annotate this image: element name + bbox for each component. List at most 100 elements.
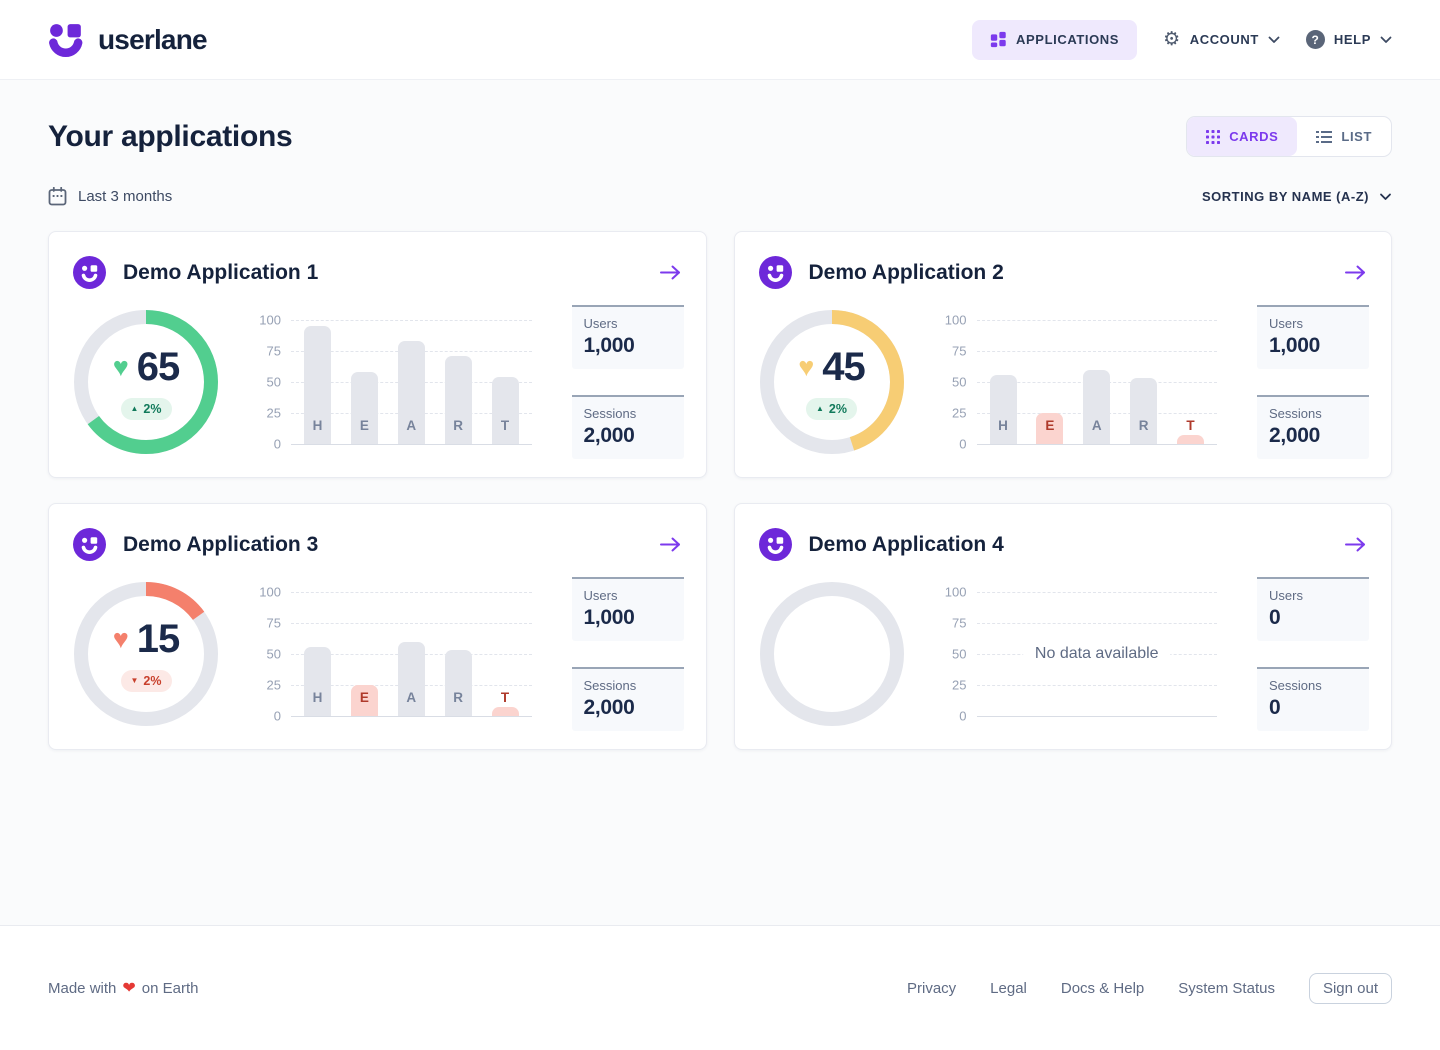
- heart-bar-chart: 100 75 50 25 0 No data available: [945, 585, 1217, 724]
- bar-h: H: [989, 320, 1017, 444]
- trend-badge: ▲ 2%: [806, 397, 857, 420]
- sessions-stat: Sessions 2,000: [571, 395, 684, 459]
- heart-emoji-icon: ❤: [122, 980, 136, 997]
- application-title[interactable]: Demo Application 1: [123, 260, 319, 284]
- y-axis-tick: 75: [266, 615, 281, 631]
- docs-help-link[interactable]: Docs & Help: [1060, 979, 1145, 997]
- users-stat: Users 1,000: [571, 577, 684, 641]
- application-avatar-icon: [73, 256, 106, 289]
- trend-arrow-icon: ▲: [816, 403, 824, 413]
- sessions-stat-label: Sessions: [1269, 406, 1322, 421]
- arrow-right-icon: [659, 265, 680, 280]
- legal-link[interactable]: Legal: [990, 979, 1027, 997]
- application-title[interactable]: Demo Application 3: [123, 532, 319, 556]
- bar-t: T: [491, 592, 519, 716]
- sessions-stat: Sessions 2,000: [571, 667, 684, 731]
- bar-a: A: [397, 320, 425, 444]
- y-axis-tick: 100: [259, 312, 281, 328]
- donut-score-arc: [74, 582, 218, 726]
- y-axis-tick: 25: [952, 405, 967, 421]
- date-range-filter[interactable]: Last 3 months: [48, 187, 172, 206]
- application-avatar-icon: [758, 256, 792, 289]
- application-title[interactable]: Demo Application 2: [808, 260, 1004, 284]
- open-application-arrow-button[interactable]: [657, 262, 684, 283]
- list-view-toggle[interactable]: LIST: [1297, 117, 1391, 156]
- users-stat-label: Users: [583, 316, 618, 331]
- bar-t: T: [491, 320, 519, 444]
- system-status-link[interactable]: System Status: [1178, 979, 1275, 997]
- bar-category-label: T: [1186, 418, 1195, 433]
- bar-category-label: H: [312, 690, 323, 705]
- chart-y-axis: 100 75 50 25 0: [945, 313, 977, 452]
- bar-category-label: A: [1091, 418, 1102, 433]
- y-axis-tick: 0: [273, 708, 281, 724]
- cards-view-toggle[interactable]: CARDS: [1187, 117, 1298, 156]
- chevron-down-icon: [1380, 193, 1391, 200]
- userlane-logo[interactable]: userlane: [48, 22, 208, 58]
- list-toggle-label: LIST: [1341, 129, 1372, 144]
- sign-out-button[interactable]: Sign out: [1308, 972, 1392, 1004]
- open-application-arrow-button[interactable]: [1342, 534, 1369, 555]
- trend-arrow-icon: ▼: [130, 675, 139, 685]
- heart-score-value: 65: [136, 344, 180, 389]
- trend-value: 2%: [143, 673, 162, 688]
- gridline: [976, 685, 1217, 686]
- nav-applications-button[interactable]: APPLICATIONS: [972, 19, 1138, 60]
- privacy-link[interactable]: Privacy: [906, 979, 957, 997]
- bar-category-label: H: [998, 418, 1008, 433]
- sessions-stat-value: 0: [1269, 696, 1281, 719]
- bar-h: H: [304, 592, 331, 716]
- arrow-right-icon: [1345, 265, 1365, 280]
- heart-icon: ♥: [112, 623, 129, 654]
- nav-help-button[interactable]: ? HELP: [1305, 30, 1392, 49]
- bar-r: R: [444, 320, 472, 444]
- heart-score-value: 45: [822, 344, 865, 389]
- application-title[interactable]: Demo Application 4: [808, 532, 1004, 556]
- cards-grid-icon: [1206, 129, 1221, 144]
- nav-account-button[interactable]: ⚙ ACCOUNT: [1163, 30, 1280, 49]
- sessions-stat: Sessions 2,000: [1257, 395, 1369, 459]
- calendar-icon: [48, 187, 67, 206]
- y-axis-tick: 25: [952, 677, 967, 693]
- y-axis-tick: 25: [266, 677, 281, 693]
- y-axis-tick: 75: [266, 343, 281, 359]
- sorting-dropdown[interactable]: SORTING BY NAME (A-Z): [1202, 189, 1392, 204]
- y-axis-tick: 25: [266, 405, 281, 421]
- application-avatar-icon: [758, 528, 792, 561]
- y-axis-tick: 50: [266, 374, 281, 390]
- sessions-stat-label: Sessions: [583, 406, 637, 421]
- y-axis-tick: 75: [952, 615, 967, 631]
- list-icon: [1316, 130, 1333, 143]
- date-range-label: Last 3 months: [78, 188, 173, 205]
- open-application-arrow-button[interactable]: [657, 534, 684, 555]
- gridline: [291, 592, 532, 593]
- y-axis-tick: 100: [944, 584, 967, 600]
- main-nav: APPLICATIONS ⚙ ACCOUNT ? HELP: [972, 19, 1392, 60]
- x-axis-baseline: [976, 444, 1217, 445]
- bar-category-label: T: [500, 690, 510, 705]
- bar-category-label: H: [312, 418, 323, 433]
- sessions-stat-label: Sessions: [1269, 678, 1322, 693]
- trend-arrow-icon: ▲: [130, 403, 139, 413]
- open-application-arrow-button[interactable]: [1342, 262, 1369, 283]
- heart-score-donut: ♥ 45 ▲ 2%: [759, 309, 905, 455]
- heart-score-donut: ♥ 65 ▲ 2%: [73, 309, 219, 455]
- y-axis-tick: 0: [959, 436, 967, 452]
- bar-a: A: [397, 592, 425, 716]
- y-axis-tick: 50: [266, 646, 281, 662]
- sessions-stat: Sessions 0: [1257, 667, 1369, 731]
- users-stat-label: Users: [583, 588, 618, 603]
- bar-category-label: E: [359, 690, 369, 705]
- help-question-icon: ?: [1305, 30, 1325, 49]
- donut-track: [759, 582, 904, 726]
- brand-wordmark: userlane: [98, 23, 208, 55]
- heart-icon: ♥: [112, 351, 129, 382]
- userlane-logo-icon: [49, 23, 83, 57]
- y-axis-tick: 50: [952, 646, 967, 662]
- users-stat: Users 1,000: [1257, 305, 1369, 369]
- sessions-stat-value: 2,000: [1269, 424, 1321, 447]
